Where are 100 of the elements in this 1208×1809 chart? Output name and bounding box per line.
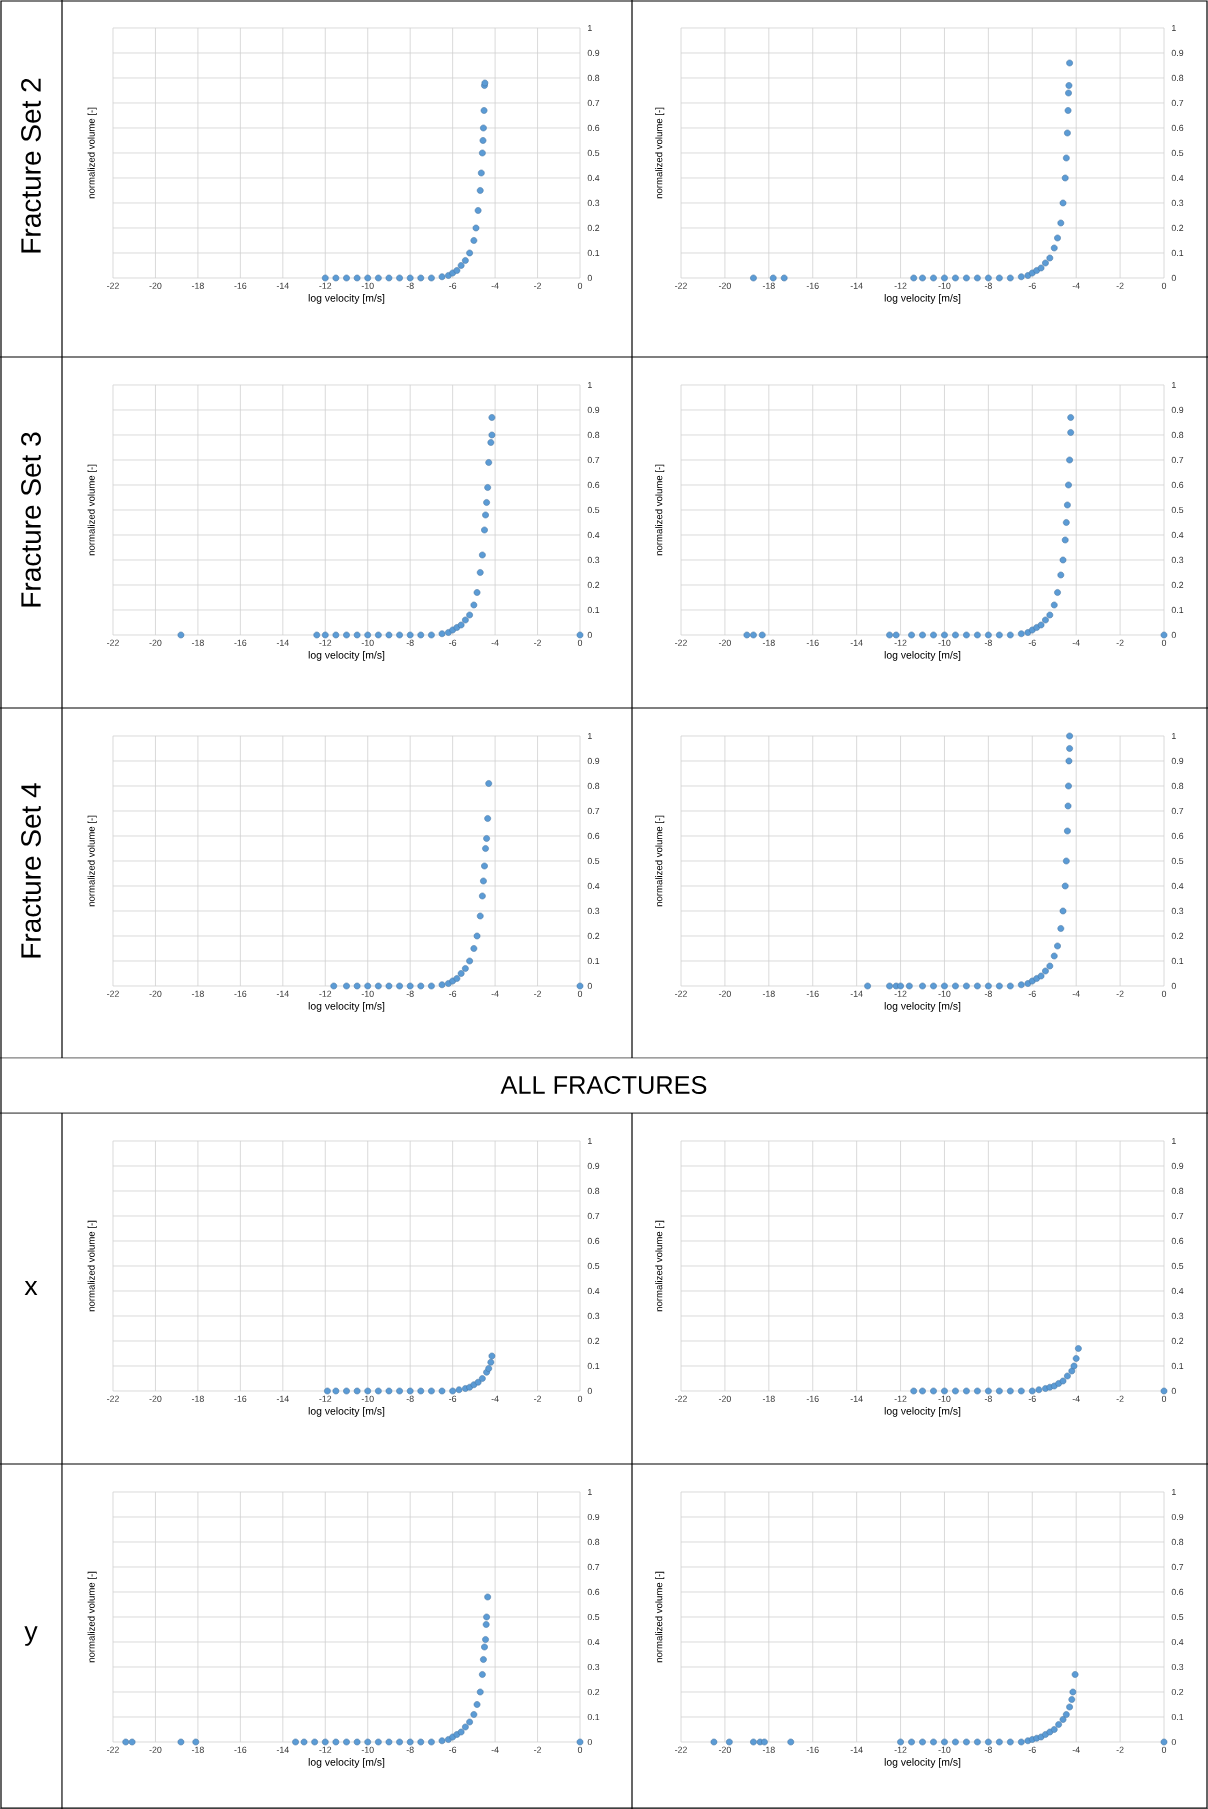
y-tick-label: 0.4 xyxy=(1171,1638,1184,1646)
y-tick-label: 0.4 xyxy=(1171,1287,1184,1295)
x-tick-label: -14 xyxy=(276,282,289,289)
y-tick-label: 0.2 xyxy=(1171,932,1184,940)
x-tick-label: -10 xyxy=(361,1395,374,1402)
y-tick-label: 0.1 xyxy=(587,606,600,614)
x-tick-label: -4 xyxy=(491,1395,499,1402)
y-tick-label: 0.1 xyxy=(1171,957,1184,965)
x-axis-title: log velocity [m/s] xyxy=(308,651,385,661)
x-tick-label: -12 xyxy=(894,1395,907,1402)
y-tick-label: 0.2 xyxy=(1171,1688,1184,1696)
y-tick-label: 0.6 xyxy=(1171,832,1184,840)
x-tick-label: -12 xyxy=(319,282,332,289)
y-tick-label: 0.8 xyxy=(587,74,600,82)
x-tick-label: -10 xyxy=(938,1746,951,1753)
y-tick-label: 0.6 xyxy=(587,124,600,132)
x-axis-title: log velocity [m/s] xyxy=(884,651,961,661)
x-tick-label: -22 xyxy=(107,282,119,289)
y-tick-label: 0.6 xyxy=(587,481,600,489)
y-tick-label: 0.8 xyxy=(587,1187,600,1195)
y-axis-title: normalized volume [-] xyxy=(87,1571,97,1663)
x-tick-label: -4 xyxy=(1072,990,1080,997)
y-tick-label: 0 xyxy=(587,982,592,990)
x-tick-label: -10 xyxy=(938,990,951,997)
x-tick-label: -18 xyxy=(191,1746,204,1753)
x-tick-label: -4 xyxy=(1072,1395,1080,1402)
y-tick-label: 0.9 xyxy=(587,757,600,765)
y-tick-label: 0.3 xyxy=(1171,556,1184,564)
x-tick-label: -18 xyxy=(762,1395,775,1402)
y-tick-label: 0.2 xyxy=(1171,1337,1184,1345)
y-tick-label: 0.4 xyxy=(1171,174,1184,182)
y-tick-label: 0.9 xyxy=(587,1162,600,1170)
y-tick-label: 0.7 xyxy=(1171,1212,1184,1220)
x-tick-label: -14 xyxy=(276,990,289,997)
x-tick-label: -22 xyxy=(107,1395,119,1402)
y-tick-label: 1 xyxy=(588,1137,592,1145)
x-tick-label: -16 xyxy=(234,639,247,646)
y-tick-label: 0.3 xyxy=(1171,907,1184,915)
y-tick-label: 0.1 xyxy=(1171,606,1184,614)
text: ALL FRACTURES xyxy=(500,1076,707,1094)
x-tick-label: 0 xyxy=(577,1746,583,1753)
x-tick-label: -14 xyxy=(850,639,863,646)
x-tick-label: -14 xyxy=(276,1746,289,1753)
x-tick-label: -6 xyxy=(1028,1395,1036,1402)
text: Fracture Set 3 xyxy=(21,432,41,607)
y-tick-label: 1 xyxy=(588,24,592,32)
x-tick-label: -4 xyxy=(1072,282,1080,289)
x-tick-label: -12 xyxy=(319,639,332,646)
y-tick-label: 0.3 xyxy=(587,199,600,207)
y-tick-label: 0.5 xyxy=(1171,506,1184,514)
y-tick-label: 0.9 xyxy=(1171,406,1184,414)
y-tick-label: 0.6 xyxy=(1171,481,1184,489)
y-tick-label: 0.4 xyxy=(1171,531,1184,539)
y-axis-title: normalized volume [-] xyxy=(655,815,665,907)
x-tick-label: -4 xyxy=(1072,639,1080,646)
x-tick-label: -8 xyxy=(984,1746,992,1753)
x-tick-label: -6 xyxy=(449,282,457,289)
x-tick-label: -6 xyxy=(449,1746,457,1753)
y-tick-label: 0 xyxy=(587,1387,592,1395)
x-tick-label: -12 xyxy=(894,990,907,997)
y-tick-label: 0.3 xyxy=(587,1312,600,1320)
x-tick-label: -2 xyxy=(534,1395,542,1402)
x-tick-label: -10 xyxy=(938,1395,951,1402)
x-tick-label: -10 xyxy=(361,990,374,997)
y-tick-label: 0.7 xyxy=(587,807,600,815)
x-tick-label: -6 xyxy=(1028,1746,1036,1753)
x-tick-label: -18 xyxy=(762,1746,775,1753)
y-tick-label: 0.5 xyxy=(587,1613,600,1621)
x-tick-label: -18 xyxy=(191,990,204,997)
y-axis-title: normalized volume [-] xyxy=(655,1571,665,1663)
x-tick-label: -2 xyxy=(534,990,542,997)
x-tick-label: -8 xyxy=(406,639,414,646)
x-tick-label: -16 xyxy=(234,1746,247,1753)
y-tick-label: 0.5 xyxy=(587,149,600,157)
y-tick-label: 0.9 xyxy=(1171,1162,1184,1170)
x-axis-title: log velocity [m/s] xyxy=(884,1407,961,1417)
y-tick-label: 0.5 xyxy=(587,506,600,514)
x-tick-label: -22 xyxy=(107,990,119,997)
x-tick-label: -20 xyxy=(718,282,731,289)
x-tick-label: -22 xyxy=(675,1395,687,1402)
y-tick-label: 0 xyxy=(1171,1738,1176,1746)
x-tick-label: -12 xyxy=(894,1746,907,1753)
x-tick-label: -6 xyxy=(1028,990,1036,997)
x-tick-label: -4 xyxy=(491,1746,499,1753)
y-axis-title: normalized volume [-] xyxy=(87,1220,97,1312)
y-tick-label: 0.8 xyxy=(1171,74,1184,82)
x-tick-label: -20 xyxy=(718,1746,731,1753)
x-axis-title: log velocity [m/s] xyxy=(308,294,385,304)
y-tick-label: 0.8 xyxy=(587,1538,600,1546)
x-tick-label: -16 xyxy=(806,639,819,646)
y-tick-label: 1 xyxy=(1172,24,1176,32)
x-tick-label: -8 xyxy=(984,990,992,997)
y-tick-label: 0 xyxy=(1171,274,1176,282)
y-tick-label: 0.4 xyxy=(587,882,600,890)
y-tick-label: 0.4 xyxy=(587,531,600,539)
y-tick-label: 0.5 xyxy=(1171,149,1184,157)
x-tick-label: -20 xyxy=(149,1395,162,1402)
x-axis-title: log velocity [m/s] xyxy=(308,1002,385,1012)
x-tick-label: -2 xyxy=(1116,282,1124,289)
y-tick-label: 0.7 xyxy=(587,99,600,107)
